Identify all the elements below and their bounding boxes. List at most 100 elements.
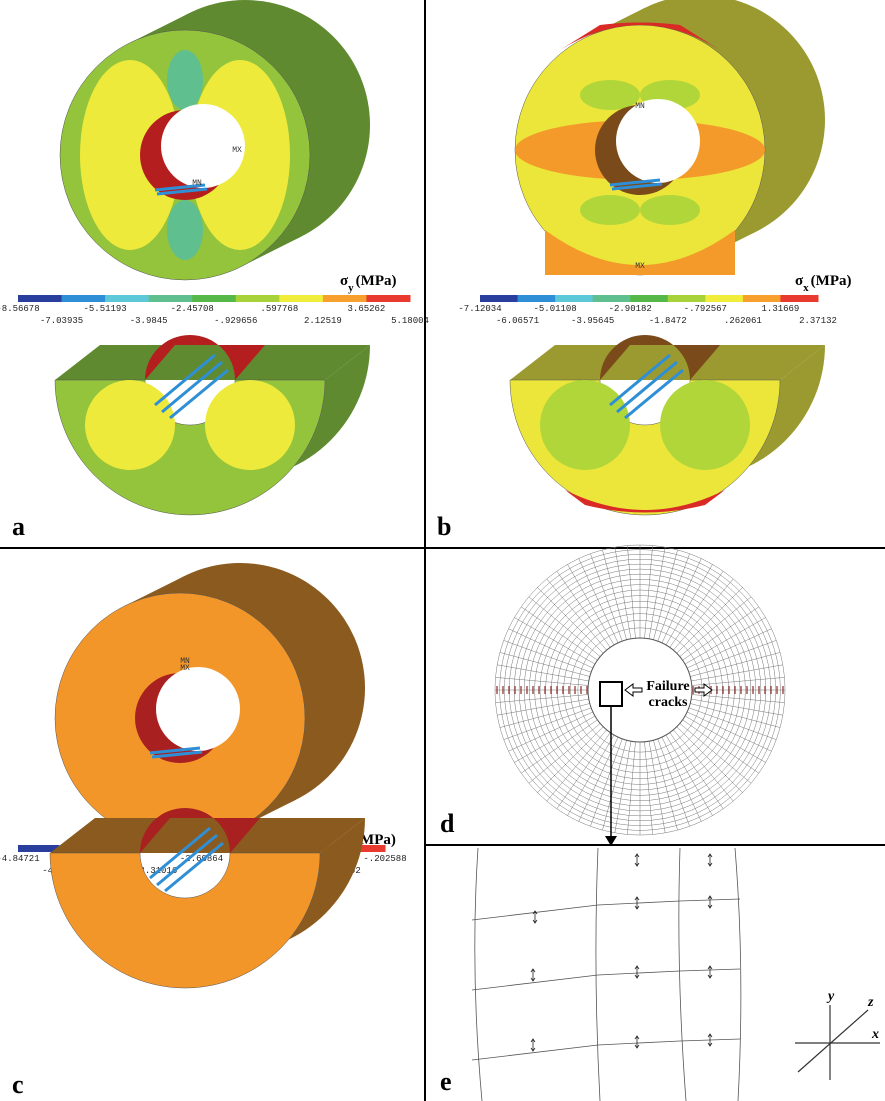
stress-arrow bbox=[531, 969, 535, 981]
stress-lobe bbox=[580, 195, 640, 225]
stress-arrow bbox=[708, 854, 712, 866]
section-lobe bbox=[205, 380, 295, 470]
mesh-spoke bbox=[653, 740, 677, 830]
section-lobe bbox=[540, 380, 630, 470]
annotation: cracks bbox=[649, 695, 688, 710]
mesh-spoke bbox=[514, 618, 595, 665]
colorbar-segment bbox=[366, 295, 410, 302]
legend-subscript: y bbox=[348, 282, 354, 294]
colorbar-label: -7.12034 bbox=[458, 304, 501, 314]
stress-arrow bbox=[708, 896, 712, 908]
colorbar-segment bbox=[192, 295, 236, 302]
section-top bbox=[50, 818, 365, 853]
colorbar-label: -7.03935 bbox=[40, 316, 83, 326]
colorbar-label: -.929656 bbox=[214, 316, 257, 326]
colorbar-segment bbox=[149, 295, 193, 302]
stress-lobe bbox=[580, 80, 640, 110]
colorbar-segment bbox=[480, 295, 518, 302]
colorbar-segment bbox=[279, 295, 323, 302]
mesh-spoke bbox=[529, 723, 600, 783]
annotation: MN bbox=[192, 179, 202, 188]
stress-lobe bbox=[167, 50, 203, 110]
colorbar-label: .597768 bbox=[260, 304, 298, 314]
section-top bbox=[510, 345, 825, 380]
mesh-spoke bbox=[673, 730, 733, 801]
colorbar-segment bbox=[705, 295, 743, 302]
legend-unit: (MPa) bbox=[811, 273, 852, 289]
bore-hole bbox=[156, 667, 240, 751]
mesh-line bbox=[472, 1039, 740, 1060]
colorbar-label: 1.31669 bbox=[762, 304, 800, 314]
colorbar-label: -6.06571 bbox=[496, 316, 539, 326]
zoom-mesh bbox=[472, 848, 741, 1101]
mesh-spoke bbox=[680, 597, 751, 657]
section-lobe bbox=[85, 380, 175, 470]
colorbar-segment bbox=[555, 295, 593, 302]
mesh-spoke bbox=[666, 564, 713, 645]
colorbar-segment bbox=[18, 295, 62, 302]
mesh-spoke bbox=[685, 716, 766, 763]
axis-label: z bbox=[867, 995, 874, 1010]
panel-label: a bbox=[12, 512, 25, 541]
colorbar-label: 2.37132 bbox=[799, 316, 837, 326]
mesh-spoke bbox=[547, 730, 607, 801]
mesh-spoke bbox=[685, 618, 766, 665]
colorbar-segment bbox=[236, 295, 280, 302]
colorbar-segment bbox=[780, 295, 818, 302]
panel: MX MN -8.56678-7.03935-5.51193-3.9845-2.45… bbox=[0, 0, 429, 541]
axis bbox=[798, 1010, 868, 1072]
mesh-line bbox=[472, 899, 740, 920]
mesh-spoke bbox=[568, 735, 615, 816]
section-top bbox=[55, 345, 370, 380]
colorbar-label: -.792567 bbox=[684, 304, 727, 314]
colorbar-label: -4.84721 bbox=[0, 854, 40, 864]
mesh-spoke bbox=[514, 716, 595, 763]
colorbar-segment bbox=[668, 295, 706, 302]
colorbar-segment bbox=[743, 295, 781, 302]
stress-arrow bbox=[531, 1039, 535, 1051]
mesh-spoke bbox=[680, 723, 751, 783]
page: {"panels": [ {"label": "a", "legend": {"… bbox=[0, 0, 885, 1101]
colorbar-label: -3.9845 bbox=[130, 316, 168, 326]
axis-label: y bbox=[826, 989, 835, 1004]
colorbar-label: -5.01108 bbox=[534, 304, 577, 314]
colorbar-label: 5.18004 bbox=[391, 316, 429, 326]
colorbar-label: -3.95645 bbox=[571, 316, 614, 326]
stress-arrow bbox=[533, 911, 537, 923]
colorbar-label: -2.45708 bbox=[171, 304, 214, 314]
colorbar-segment bbox=[630, 295, 668, 302]
mesh-spoke bbox=[602, 550, 626, 640]
mesh-spoke bbox=[653, 550, 677, 640]
colorbar-label: .262061 bbox=[724, 316, 762, 326]
legend-subscript: x bbox=[803, 282, 809, 294]
mesh-spoke bbox=[568, 564, 615, 645]
stress-lobe bbox=[167, 200, 203, 260]
mesh-spoke bbox=[500, 703, 590, 727]
colorbar-label: -8.56678 bbox=[0, 304, 40, 314]
mesh-line bbox=[475, 848, 482, 1101]
mesh-spoke bbox=[690, 703, 780, 727]
mesh-spoke bbox=[602, 740, 626, 830]
panel-label: c bbox=[12, 1070, 24, 1099]
mesh-spoke bbox=[500, 652, 590, 676]
colorbar-label: -5.51193 bbox=[84, 304, 127, 314]
stress-arrow bbox=[635, 1036, 639, 1048]
mesh-spoke bbox=[690, 652, 780, 676]
panel-label: e bbox=[440, 1067, 452, 1096]
colorbar-label: -1.8472 bbox=[649, 316, 687, 326]
legend-unit: (MPa) bbox=[356, 273, 397, 289]
colorbar-segment bbox=[518, 295, 556, 302]
annotation: MX bbox=[180, 664, 190, 673]
panel-label: d bbox=[440, 809, 455, 838]
stress-lobe bbox=[640, 195, 700, 225]
axis-label: x bbox=[871, 1027, 879, 1042]
section-lobe bbox=[660, 380, 750, 470]
colorbar-label: -2.90182 bbox=[609, 304, 652, 314]
annotation: Failure bbox=[646, 679, 689, 694]
mesh-line bbox=[596, 848, 600, 1101]
stress-arrow bbox=[708, 966, 712, 978]
mesh-spoke bbox=[673, 579, 733, 650]
colorbar-label: 3.65262 bbox=[348, 304, 386, 314]
colorbar-segment bbox=[593, 295, 631, 302]
annotation: MX bbox=[232, 146, 242, 155]
